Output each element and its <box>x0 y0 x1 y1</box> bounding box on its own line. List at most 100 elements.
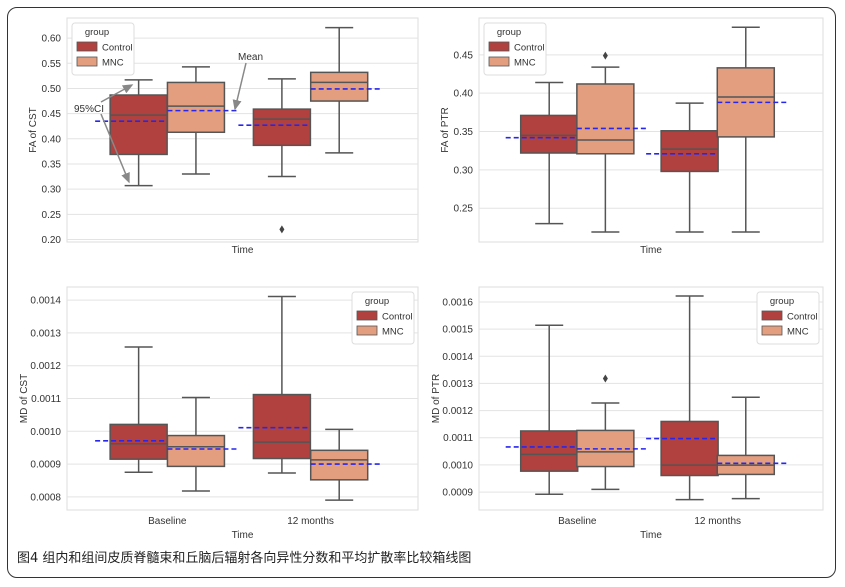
y-tick-label: 0.55 <box>42 59 62 70</box>
y-tick-label: 0.60 <box>42 34 62 45</box>
iqr-box <box>660 420 719 477</box>
y-tick-label: 0.20 <box>42 235 62 246</box>
box-control <box>646 102 719 233</box>
y-tick-label: 0.0013 <box>442 379 473 390</box>
legend-label: Control <box>514 43 545 54</box>
iqr-box <box>519 430 579 472</box>
annotation-95ci-arrow-lower <box>100 113 130 184</box>
legend-label: MNC <box>787 327 809 338</box>
y-tick-label: 0.0012 <box>442 406 473 417</box>
y-tick-label: 0.0016 <box>442 297 473 308</box>
y-tick-label: 0.0011 <box>443 433 473 444</box>
legend-label: MNC <box>514 58 536 69</box>
annotation-mean: Mean <box>238 52 263 63</box>
y-tick-label: 0.45 <box>42 109 62 120</box>
y-tick-label: 0.30 <box>42 185 62 196</box>
legend-label: Control <box>382 312 413 323</box>
legend-swatch-control <box>356 310 378 321</box>
box-control <box>505 324 579 495</box>
legend-label: Control <box>102 43 133 54</box>
panel-md-of-cst: 0.0008 0.0009 0.0010 0.0011 0.0012 0.0013 0.00… <box>19 286 419 541</box>
y-tick-label: 0.0011 <box>31 394 61 405</box>
box-mnc <box>716 26 788 233</box>
y-axis-label: MD of PTR <box>431 374 442 423</box>
y-tick-label: 0.40 <box>454 89 474 100</box>
y-tick-label: 0.0015 <box>442 325 473 336</box>
outlier-point <box>602 51 608 60</box>
legend-swatch-mnc <box>761 325 783 336</box>
y-tick-label: 0.0014 <box>30 296 61 307</box>
y-axis-label: MD of CST <box>19 374 30 423</box>
figure-frame <box>7 7 836 578</box>
legend-label: MNC <box>102 58 124 69</box>
box-mnc <box>166 396 238 492</box>
y-tick-label: 0.0012 <box>30 361 61 372</box>
iqr-box <box>309 71 369 102</box>
box-control <box>646 295 719 501</box>
box-mnc <box>576 51 647 233</box>
x-tick-label: 12 months <box>694 516 741 527</box>
y-tick-label: 0.25 <box>454 204 474 215</box>
iqr-box <box>576 83 635 155</box>
box-control <box>238 295 312 474</box>
y-tick-label: 0.0009 <box>30 460 61 471</box>
annotation-95ci: 95%CI <box>74 104 104 115</box>
box-mnc <box>166 66 238 175</box>
x-tick-label: Baseline <box>558 516 597 527</box>
legend: group Control MNC <box>483 22 547 76</box>
legend-title: group <box>365 296 389 307</box>
y-tick-label: 0.50 <box>42 84 62 95</box>
iqr-box <box>166 434 226 468</box>
box-control <box>238 78 312 234</box>
annotation-95ci-arrow-upper <box>100 84 134 103</box>
y-tick-label: 0.40 <box>42 134 62 145</box>
box-mnc <box>716 396 788 500</box>
box-control <box>505 81 579 225</box>
x-tick-label: Baseline <box>148 516 187 527</box>
iqr-box <box>660 130 719 173</box>
box-control <box>95 79 168 187</box>
annotation-mean-arrow <box>232 62 247 111</box>
y-axis-label: FA of CST <box>28 107 39 153</box>
legend: group Control MNC <box>71 22 135 76</box>
legend-swatch-mnc <box>356 325 378 336</box>
y-tick-label: 0.0014 <box>442 352 473 363</box>
box-mnc <box>309 428 381 501</box>
iqr-box <box>519 114 579 154</box>
panel-md-of-ptr: 0.0009 0.0010 0.0011 0.0012 0.0013 0.0014 0.00… <box>431 286 824 541</box>
y-tick-label: 0.0008 <box>30 492 61 503</box>
y-axis-label: FA of PTR <box>440 107 451 153</box>
outlier-point <box>602 374 608 383</box>
legend-label: MNC <box>382 327 404 338</box>
iqr-box <box>252 393 312 460</box>
legend-swatch-control <box>488 41 510 52</box>
iqr-box <box>309 449 369 481</box>
y-tick-label: 0.30 <box>454 165 474 176</box>
y-tick-label: 0.0010 <box>442 460 473 471</box>
box-mnc <box>309 26 381 154</box>
legend-label: Control <box>787 312 818 323</box>
x-axis-label: Time <box>640 245 662 256</box>
legend: group Control MNC <box>351 291 415 345</box>
x-axis-label: Time <box>232 530 254 541</box>
iqr-box <box>109 94 168 156</box>
legend-swatch-mnc <box>488 56 510 67</box>
y-tick-label: 0.0010 <box>30 427 61 438</box>
legend-title: group <box>770 296 794 307</box>
legend-swatch-control <box>76 41 98 52</box>
x-tick-label: 12 months <box>287 516 334 527</box>
y-tick-label: 0.35 <box>454 127 474 138</box>
y-tick-label: 0.0009 <box>442 488 473 499</box>
legend-swatch-mnc <box>76 56 98 67</box>
x-axis-label: Time <box>640 530 662 541</box>
y-tick-label: 0.25 <box>42 210 62 221</box>
iqr-box <box>109 423 168 460</box>
iqr-box <box>252 108 312 147</box>
iqr-box <box>166 81 226 134</box>
outlier-point <box>279 225 285 234</box>
y-tick-label: 0.0013 <box>30 328 61 339</box>
legend-swatch-control <box>761 310 783 321</box>
y-tick-label: 0.45 <box>454 50 474 61</box>
